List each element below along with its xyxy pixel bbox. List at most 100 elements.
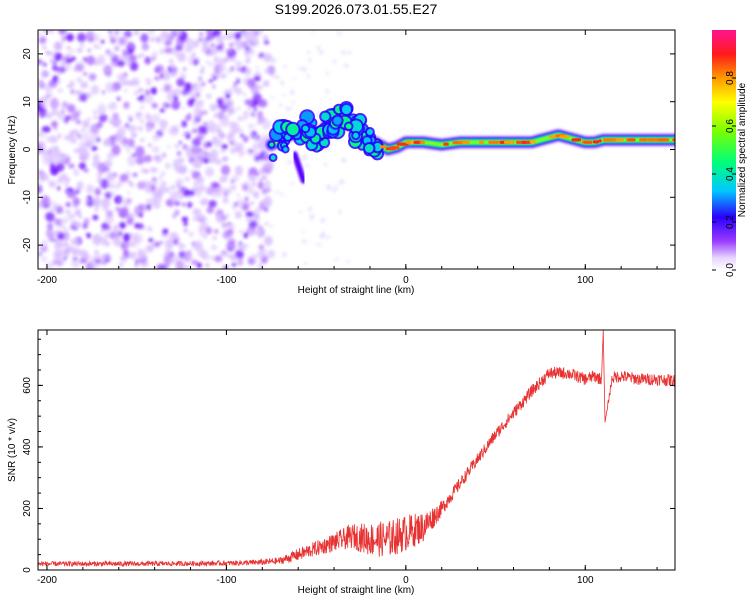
hot-core <box>503 140 515 144</box>
noise-speck <box>176 150 182 156</box>
noise-speck <box>82 132 91 140</box>
noise-speck <box>170 184 176 190</box>
noise-speck <box>144 56 151 65</box>
noise-speck <box>63 118 69 124</box>
noise-speck <box>66 46 71 50</box>
noise-speck <box>40 95 49 103</box>
noise-speck <box>164 238 174 250</box>
noise-speck <box>192 158 202 169</box>
ridge-blob-core <box>287 123 299 136</box>
chart-title: S199.2026.073.01.55.E27 <box>274 1 438 17</box>
noise-speck <box>244 58 251 64</box>
noise-speck <box>147 226 152 230</box>
noise-speck <box>143 179 148 185</box>
noise-speck <box>41 239 48 247</box>
noise-speck <box>262 175 267 180</box>
noise-speck <box>199 31 204 37</box>
noise-speck <box>79 41 85 49</box>
hot-core <box>672 138 675 142</box>
noise-speck <box>208 155 218 163</box>
noise-speck <box>218 57 226 66</box>
noise-speck <box>170 71 177 77</box>
snr-frame <box>37 329 676 571</box>
hot-core <box>602 138 613 142</box>
noise-speck <box>252 182 256 186</box>
noise-speck <box>316 243 322 247</box>
noise-speck <box>202 44 208 51</box>
noise-speck <box>38 36 47 45</box>
noise-speck <box>181 202 186 207</box>
noise-speck <box>151 177 157 182</box>
noise-speck <box>267 249 276 259</box>
colorbar-label: Normalized spectral amplitude <box>737 82 748 217</box>
noise-speck <box>120 256 124 260</box>
noise-speck <box>59 60 64 66</box>
noise-speck <box>255 155 261 160</box>
noise-speck <box>184 264 190 269</box>
hot-core <box>664 138 670 142</box>
noise-speck <box>241 183 245 187</box>
noise-speck <box>231 55 237 62</box>
noise-speck <box>57 88 64 93</box>
noise-speck <box>151 146 160 153</box>
noise-speck <box>336 30 339 35</box>
noise-speck <box>62 256 67 261</box>
noise-speck <box>126 148 131 154</box>
noise-speck <box>116 59 126 67</box>
noise-speck <box>234 88 243 95</box>
noise-speck <box>222 265 229 269</box>
noise-speck <box>49 58 57 64</box>
noise-speck <box>274 75 281 79</box>
noise-speck <box>123 101 130 109</box>
noise-speck <box>131 133 137 138</box>
noise-speck <box>113 236 122 247</box>
noise-speck <box>181 216 189 222</box>
noise-speck <box>170 257 175 263</box>
noise-speck <box>274 190 280 194</box>
noise-speck <box>252 143 259 151</box>
noise-speck <box>211 84 216 89</box>
noise-speck <box>191 128 198 134</box>
noise-speck <box>41 133 47 138</box>
noise-speck <box>162 228 169 235</box>
noise-speck <box>45 211 55 222</box>
noise-speck <box>91 145 98 152</box>
ridge-blob-core <box>341 104 352 115</box>
noise-speck <box>87 129 91 133</box>
noise-speck <box>269 224 274 228</box>
noise-speck <box>243 110 249 119</box>
noise-speck <box>332 188 337 193</box>
noise-speck <box>213 56 220 64</box>
noise-speck <box>230 123 240 135</box>
noise-speck <box>60 224 65 230</box>
x-tick-label: 0 <box>403 275 409 286</box>
noise-speck <box>73 169 78 173</box>
noise-speck <box>156 263 166 269</box>
noise-speck <box>45 262 54 269</box>
noise-speck <box>227 189 232 194</box>
noise-speck <box>88 37 94 43</box>
noise-speck <box>221 222 228 229</box>
noise-speck <box>48 180 56 188</box>
noise-speck <box>261 162 266 166</box>
noise-speck <box>253 75 261 82</box>
noise-speck <box>96 137 101 143</box>
noise-speck <box>174 144 180 149</box>
noise-speck <box>141 42 150 51</box>
noise-speck <box>159 48 165 55</box>
noise-speck <box>248 229 255 235</box>
noise-speck <box>104 240 108 245</box>
noise-speck <box>45 112 53 119</box>
noise-speck <box>312 30 315 35</box>
noise-speck <box>65 202 72 208</box>
noise-speck <box>257 181 264 190</box>
noise-speck <box>194 92 201 98</box>
noise-speck <box>154 76 159 81</box>
noise-speck <box>58 30 67 35</box>
y-tick-label: -10 <box>22 190 33 205</box>
noise-speck <box>137 249 147 260</box>
noise-speck <box>140 33 149 43</box>
noise-speck <box>198 37 203 42</box>
noise-speck <box>170 89 178 97</box>
noise-speck <box>203 122 208 126</box>
